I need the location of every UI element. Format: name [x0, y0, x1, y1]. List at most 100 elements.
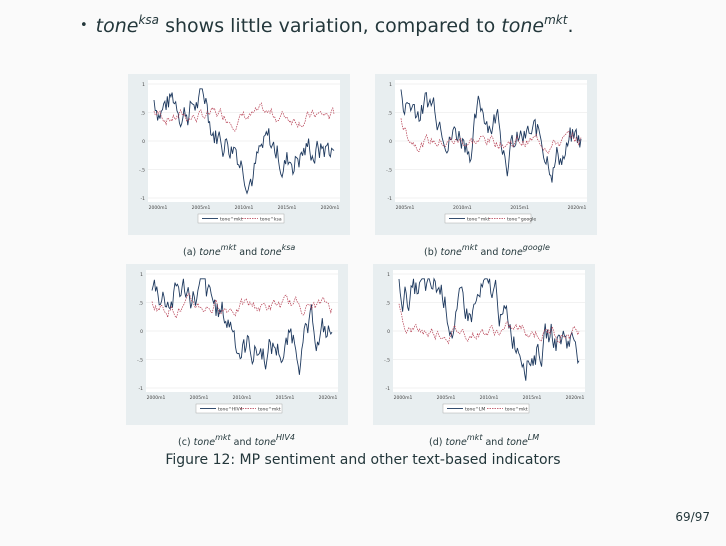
subcaption-term: tonemkt — [440, 243, 478, 259]
chart-panel-c: 1 .5 0 -.5 -1 2000m1 2005m1 2010m1 2015m1 2020m1 t… — [126, 264, 348, 425]
legend-label: tone^google — [507, 216, 536, 222]
y-tick-label: -.5 — [139, 168, 145, 174]
bullet-end: . — [567, 15, 574, 37]
series-line-dark — [153, 88, 335, 195]
subcaption-term: tonegoogle — [501, 243, 550, 259]
page-number: 69/97 — [675, 510, 710, 524]
legend-label: tone^mkt — [505, 406, 528, 412]
x-tick-label: 2020m1 — [321, 205, 340, 211]
subcaption-term: tonemkt — [445, 433, 483, 449]
y-tick-label: 0 — [140, 329, 143, 335]
y-tick-label: 1 — [389, 82, 392, 88]
y-tick-label: -.5 — [137, 358, 143, 364]
x-tick-label: 2015m1 — [510, 205, 529, 211]
y-tick-label: 1 — [140, 272, 143, 278]
figure-caption-text: MP sentiment and other text-based indica… — [235, 452, 561, 468]
series-line-dark — [400, 89, 582, 183]
x-tick-label: 2010m1 — [233, 395, 252, 401]
x-tick-label: 2000m1 — [147, 395, 166, 401]
y-tick-label: .5 — [141, 111, 145, 117]
y-tick-label: -1 — [386, 386, 391, 392]
y-tick-label: .5 — [139, 301, 143, 307]
y-tick-label: 1 — [142, 82, 145, 88]
y-tick-label: -.5 — [386, 168, 392, 174]
series-line-red — [153, 102, 335, 132]
legend-box — [444, 213, 532, 224]
subcaption-term: toneksa — [260, 243, 296, 259]
x-tick-label: 2015m1 — [276, 395, 295, 401]
series-line-red — [400, 118, 582, 154]
bullet-dot: • — [80, 18, 88, 33]
subcaption-term: tonemkt — [193, 433, 231, 449]
series-line-dark — [151, 278, 333, 375]
x-tick-label: 2005m1 — [192, 205, 211, 211]
subcaption-and: and — [480, 247, 499, 258]
y-tick-label: -1 — [141, 196, 146, 202]
term-base: tone — [501, 15, 545, 37]
x-tick-label: 2005m1 — [437, 395, 456, 401]
x-tick-label: 2020m1 — [319, 395, 338, 401]
legend-box — [442, 403, 530, 414]
x-tick-label: 2020m1 — [568, 205, 587, 211]
legend-box — [195, 403, 283, 414]
x-tick-label: 2010m1 — [453, 205, 472, 211]
y-tick-label: .5 — [386, 301, 390, 307]
y-tick-label: 0 — [142, 139, 145, 145]
term-base: tone — [95, 15, 139, 37]
subcaption-term: tonemkt — [199, 243, 237, 259]
chart-panel-a: 1 .5 0 -.5 -1 2000m1 2005m1 2010m1 2015m1 2020m1 t… — [128, 74, 350, 235]
x-tick-label: 2010m1 — [480, 395, 499, 401]
series-line-red — [398, 303, 580, 345]
figure-caption: Figure 12: MP sentiment and other text-b… — [0, 452, 726, 468]
series-line-dark — [398, 277, 580, 381]
subcaption-and: and — [233, 437, 252, 448]
legend-label: tone^ksa — [260, 216, 282, 222]
tone-ksa-term: toneksa — [95, 13, 160, 37]
bullet-text: shows little variation, compared to — [159, 15, 502, 37]
x-tick-label: 2000m1 — [394, 395, 413, 401]
x-tick-label: 2005m1 — [396, 205, 415, 211]
subcaption-term: toneHIV4 — [254, 433, 295, 449]
x-tick-label: 2015m1 — [278, 205, 297, 211]
x-tick-label: 2020m1 — [566, 395, 585, 401]
subcaption-and: and — [239, 247, 258, 258]
subcaption-label: (a) — [183, 247, 197, 258]
chart-panel-d: 1 .5 0 -.5 -1 2000m1 2005m1 2010m1 2015m1 2020m1 t… — [373, 264, 595, 425]
legend-label: tone^HIV4 — [218, 406, 243, 412]
subcaption-b: (b) tonemkt and tonegoogle — [424, 243, 550, 259]
legend-label: tone^LM — [465, 406, 485, 412]
legend-box — [197, 213, 285, 224]
subcaption-c: (c) tonemkt and toneHIV4 — [178, 433, 295, 449]
series-line-red — [151, 293, 333, 319]
y-tick-label: -1 — [388, 196, 393, 202]
y-tick-label: -.5 — [384, 358, 390, 364]
subcaption-and: and — [485, 437, 504, 448]
x-tick-label: 2000m1 — [149, 205, 168, 211]
subcaption-label: (c) — [178, 437, 191, 448]
x-tick-label: 2010m1 — [235, 205, 254, 211]
y-tick-label: -1 — [139, 386, 144, 392]
legend-label: tone^mkt — [467, 216, 490, 222]
subcaption-label: (d) — [429, 437, 443, 448]
chart-panel-b: 1 .5 0 -.5 -1 2005m1 2010m1 2015m1 2020m1 tone^mk… — [375, 74, 597, 235]
y-tick-label: 0 — [389, 139, 392, 145]
x-tick-label: 2005m1 — [190, 395, 209, 401]
tone-mkt-term: tonemkt — [501, 13, 568, 37]
legend-label: tone^mkt — [258, 406, 281, 412]
figure-caption-label: Figure 12: — [165, 452, 236, 468]
legend-label: tone^mkt — [220, 216, 243, 222]
subcaption-term: toneLM — [506, 433, 540, 449]
term-sup: ksa — [138, 13, 160, 27]
term-sup: mkt — [544, 13, 568, 27]
y-tick-label: 1 — [387, 272, 390, 278]
subcaption-a: (a) tonemkt and toneksa — [183, 243, 296, 259]
x-tick-label: 2015m1 — [523, 395, 542, 401]
y-tick-label: .5 — [388, 111, 392, 117]
bullet-point: • toneksa shows little variation, compare… — [80, 13, 574, 37]
subcaption-d: (d) tonemkt and toneLM — [429, 433, 540, 449]
y-tick-label: 0 — [387, 329, 390, 335]
